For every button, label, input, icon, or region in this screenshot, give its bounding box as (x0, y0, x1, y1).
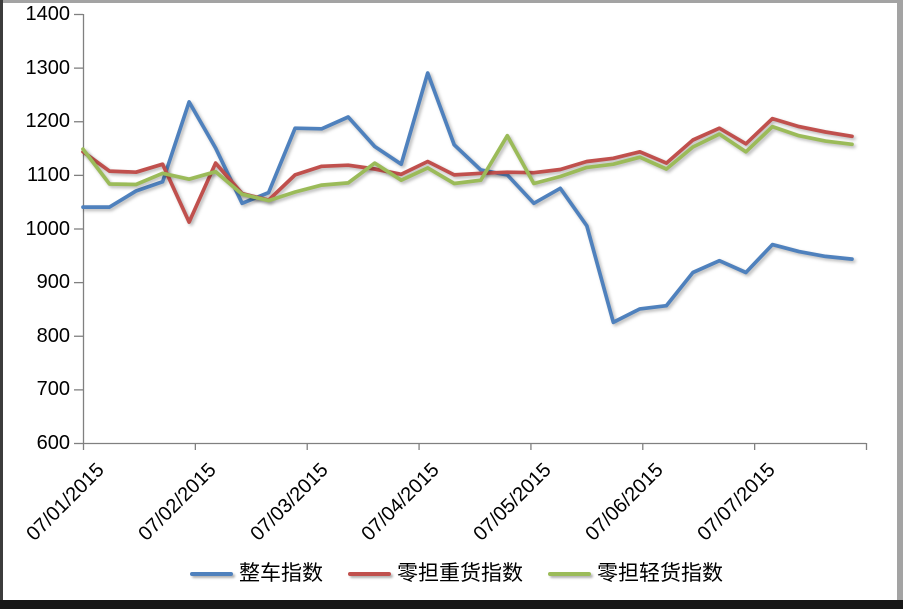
y-axis-tick-label: 1300 (25, 56, 71, 79)
series-line-2 (81, 124, 854, 203)
legend-swatch-1 (348, 572, 391, 576)
y-axis-tick-label: 600 (36, 432, 70, 454)
legend-label-0: 整车指数 (239, 562, 323, 585)
y-axis-tick-label: 700 (36, 378, 70, 401)
y-axis-tick-label: 1400 (25, 3, 71, 25)
legend-item-2: 零担轻货指数 (548, 562, 723, 586)
y-axis-tick-label: 900 (36, 271, 70, 294)
legend-item-0: 整车指数 (190, 562, 323, 586)
legend-label-2: 零担轻货指数 (597, 562, 723, 585)
y-axis-tick-label: 800 (36, 324, 70, 347)
legend-item-1: 零担重货指数 (348, 562, 523, 586)
series-line-1 (81, 116, 854, 224)
window-border-bottom (0, 600, 903, 609)
chart-legend: 整车指数 零担重货指数 零担轻货指数 (190, 562, 723, 586)
y-axis-tick-label: 1000 (25, 217, 71, 240)
window-border-top (0, 0, 903, 3)
window-border-right (897, 0, 903, 609)
y-axis-tick-label: 1100 (26, 163, 70, 186)
window-border-left (0, 0, 3, 609)
legend-swatch-0 (190, 572, 233, 576)
y-axis-tick-label: 1200 (25, 110, 71, 133)
series-line-0 (81, 71, 854, 325)
legend-swatch-2 (548, 572, 591, 576)
legend-label-1: 零担重货指数 (397, 562, 523, 585)
